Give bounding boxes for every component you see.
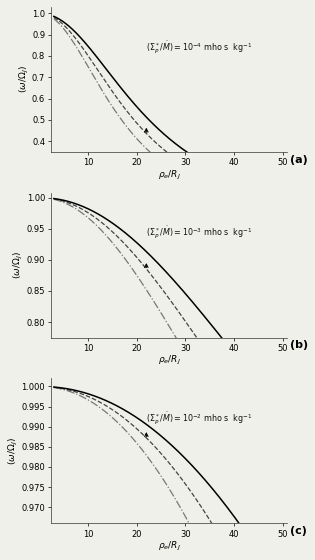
X-axis label: $\rho_e/R_J$: $\rho_e/R_J$ [158, 169, 181, 181]
X-axis label: $\rho_e/R_J$: $\rho_e/R_J$ [158, 354, 181, 367]
Y-axis label: $(\omega/\Omega_J)$: $(\omega/\Omega_J)$ [17, 66, 31, 94]
Text: (c): (c) [290, 526, 307, 536]
Y-axis label: $(\omega/\Omega_J)$: $(\omega/\Omega_J)$ [7, 437, 20, 465]
Text: (a): (a) [290, 155, 308, 165]
Text: $(\Sigma_P^*/\dot{M}) = 10^{-3}$ mho s  kg$^{-1}$: $(\Sigma_P^*/\dot{M}) = 10^{-3}$ mho s k… [146, 225, 252, 241]
X-axis label: $\rho_e/R_J$: $\rho_e/R_J$ [158, 540, 181, 553]
Text: (b): (b) [290, 340, 308, 351]
Text: $(\Sigma_P^*/\dot{M}) = 10^{-4}$ mho s  kg$^{-1}$: $(\Sigma_P^*/\dot{M}) = 10^{-4}$ mho s k… [146, 39, 252, 55]
Text: $(\Sigma_P^*/\dot{M}) = 10^{-2}$ mho s  kg$^{-1}$: $(\Sigma_P^*/\dot{M}) = 10^{-2}$ mho s k… [146, 411, 252, 427]
Y-axis label: $(\omega/\Omega_J)$: $(\omega/\Omega_J)$ [12, 251, 25, 279]
